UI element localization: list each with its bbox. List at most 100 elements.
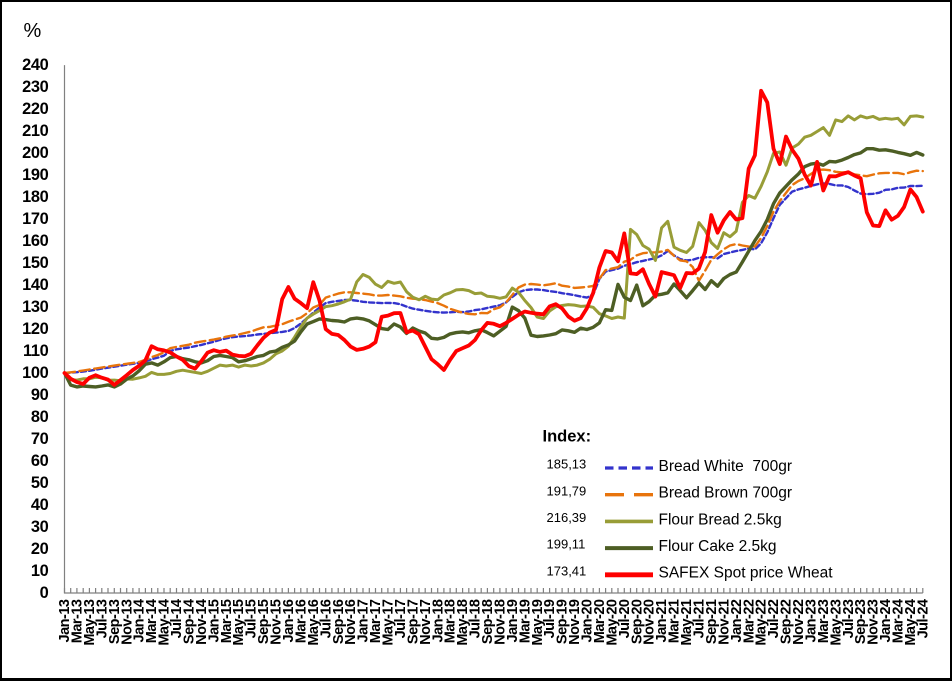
svg-text:Jan-21: Jan-21 [654, 599, 670, 642]
svg-text:Nov-22: Nov-22 [791, 599, 807, 645]
svg-text:20: 20 [31, 540, 49, 558]
svg-text:Sep-13: Sep-13 [107, 599, 123, 644]
svg-text:190: 190 [22, 166, 48, 184]
svg-text:180: 180 [22, 188, 48, 206]
svg-text:120: 120 [22, 320, 48, 338]
svg-text:220: 220 [22, 100, 48, 118]
svg-text:Flour Bread 2.5kg: Flour Bread 2.5kg [659, 511, 782, 528]
svg-text:Index:: Index: [543, 428, 592, 446]
svg-text:May-17: May-17 [381, 599, 397, 646]
svg-text:Mar-20: Mar-20 [592, 599, 608, 643]
svg-text:200: 200 [22, 144, 48, 162]
svg-text:140: 140 [22, 276, 48, 294]
svg-text:Mar-21: Mar-21 [667, 599, 683, 643]
svg-text:Sep-19: Sep-19 [555, 599, 571, 644]
svg-text:110: 110 [23, 342, 49, 360]
svg-text:Jan-24: Jan-24 [878, 599, 894, 642]
svg-text:Mar-23: Mar-23 [816, 599, 832, 643]
svg-text:Nov-23: Nov-23 [866, 599, 882, 645]
svg-text:90: 90 [31, 386, 49, 404]
svg-text:Mar-19: Mar-19 [517, 599, 533, 643]
svg-text:Jul-15: Jul-15 [244, 599, 260, 638]
svg-text:Bread White 700gr: Bread White 700gr [659, 458, 793, 475]
svg-text:May-13: May-13 [82, 599, 98, 646]
svg-text:SAFEX Spot price Wheat: SAFEX Spot price Wheat [659, 565, 834, 582]
svg-text:30: 30 [31, 518, 49, 536]
svg-text:240: 240 [22, 56, 48, 74]
svg-text:Jul-21: Jul-21 [692, 599, 708, 638]
svg-text:Nov-17: Nov-17 [418, 599, 434, 645]
svg-text:100: 100 [22, 364, 48, 382]
svg-text:Nov-20: Nov-20 [642, 599, 658, 645]
svg-text:Jan-19: Jan-19 [505, 599, 521, 642]
svg-text:Jan-20: Jan-20 [580, 599, 596, 642]
svg-text:May-15: May-15 [231, 599, 247, 646]
svg-text:210: 210 [22, 122, 48, 140]
svg-text:May-24: May-24 [903, 599, 919, 646]
svg-text:185,13: 185,13 [547, 457, 587, 472]
svg-text:Nov-18: Nov-18 [493, 599, 509, 645]
svg-text:Jan-15: Jan-15 [206, 599, 222, 642]
svg-text:Jan-18: Jan-18 [430, 599, 446, 642]
svg-text:170: 170 [22, 210, 48, 228]
svg-text:Nov-16: Nov-16 [343, 599, 359, 645]
svg-text:May-22: May-22 [754, 599, 770, 646]
svg-text:Jan-17: Jan-17 [356, 599, 372, 642]
svg-text:10: 10 [31, 562, 49, 580]
svg-text:150: 150 [22, 254, 48, 272]
svg-text:199,11: 199,11 [547, 537, 586, 552]
svg-text:Mar-16: Mar-16 [293, 599, 309, 643]
svg-text:Nov-14: Nov-14 [194, 599, 210, 645]
svg-text:Sep-17: Sep-17 [405, 599, 421, 644]
svg-text:May-21: May-21 [679, 599, 695, 646]
svg-text:Jul-14: Jul-14 [169, 599, 185, 638]
svg-text:0: 0 [40, 584, 49, 602]
svg-text:70: 70 [31, 430, 49, 448]
svg-text:Mar-18: Mar-18 [443, 599, 459, 643]
svg-text:216,39: 216,39 [547, 510, 587, 525]
svg-text:Jul-19: Jul-19 [542, 599, 558, 638]
svg-text:50: 50 [31, 474, 49, 492]
svg-text:Mar-13: Mar-13 [70, 599, 86, 643]
svg-text:Jan-13: Jan-13 [57, 599, 73, 642]
svg-text:May-20: May-20 [604, 599, 620, 646]
svg-text:Mar-22: Mar-22 [741, 599, 757, 643]
svg-text:130: 130 [22, 298, 48, 316]
svg-text:Sep-23: Sep-23 [853, 599, 869, 644]
svg-text:Mar-15: Mar-15 [219, 599, 235, 643]
svg-text:Sep-21: Sep-21 [704, 599, 720, 644]
svg-text:Sep-20: Sep-20 [629, 599, 645, 644]
svg-text:173,41: 173,41 [547, 563, 587, 578]
svg-text:60: 60 [31, 452, 49, 470]
svg-text:Jan-23: Jan-23 [804, 599, 820, 642]
svg-text:Mar-14: Mar-14 [144, 599, 160, 643]
svg-text:%: % [24, 20, 42, 42]
svg-text:191,79: 191,79 [547, 483, 587, 498]
svg-text:Jan-14: Jan-14 [132, 599, 148, 642]
svg-text:Sep-14: Sep-14 [182, 599, 198, 644]
svg-text:May-16: May-16 [306, 599, 322, 646]
svg-text:Jul-17: Jul-17 [393, 599, 409, 638]
svg-text:Jul-24: Jul-24 [915, 599, 931, 638]
svg-text:May-14: May-14 [157, 599, 173, 646]
svg-text:Flour Cake 2.5kg: Flour Cake 2.5kg [659, 538, 777, 555]
svg-text:80: 80 [31, 408, 49, 426]
svg-text:May-23: May-23 [828, 599, 844, 646]
svg-text:Mar-24: Mar-24 [891, 599, 907, 643]
svg-text:230: 230 [22, 78, 48, 96]
svg-text:Jul-18: Jul-18 [468, 599, 484, 638]
svg-text:40: 40 [31, 496, 49, 514]
svg-text:Jul-16: Jul-16 [318, 599, 334, 638]
svg-text:Bread Brown 700gr: Bread Brown 700gr [659, 485, 793, 502]
svg-text:May-19: May-19 [530, 599, 546, 646]
svg-text:Nov-13: Nov-13 [119, 599, 135, 645]
svg-text:Jul-22: Jul-22 [766, 599, 782, 638]
svg-text:Jul-23: Jul-23 [841, 599, 857, 638]
svg-text:May-18: May-18 [455, 599, 471, 646]
svg-text:Nov-15: Nov-15 [269, 599, 285, 645]
svg-text:Jan-22: Jan-22 [729, 599, 745, 642]
svg-text:Sep-15: Sep-15 [256, 599, 272, 644]
svg-text:Sep-22: Sep-22 [779, 599, 795, 644]
svg-text:160: 160 [22, 232, 48, 250]
svg-text:Sep-16: Sep-16 [331, 599, 347, 644]
